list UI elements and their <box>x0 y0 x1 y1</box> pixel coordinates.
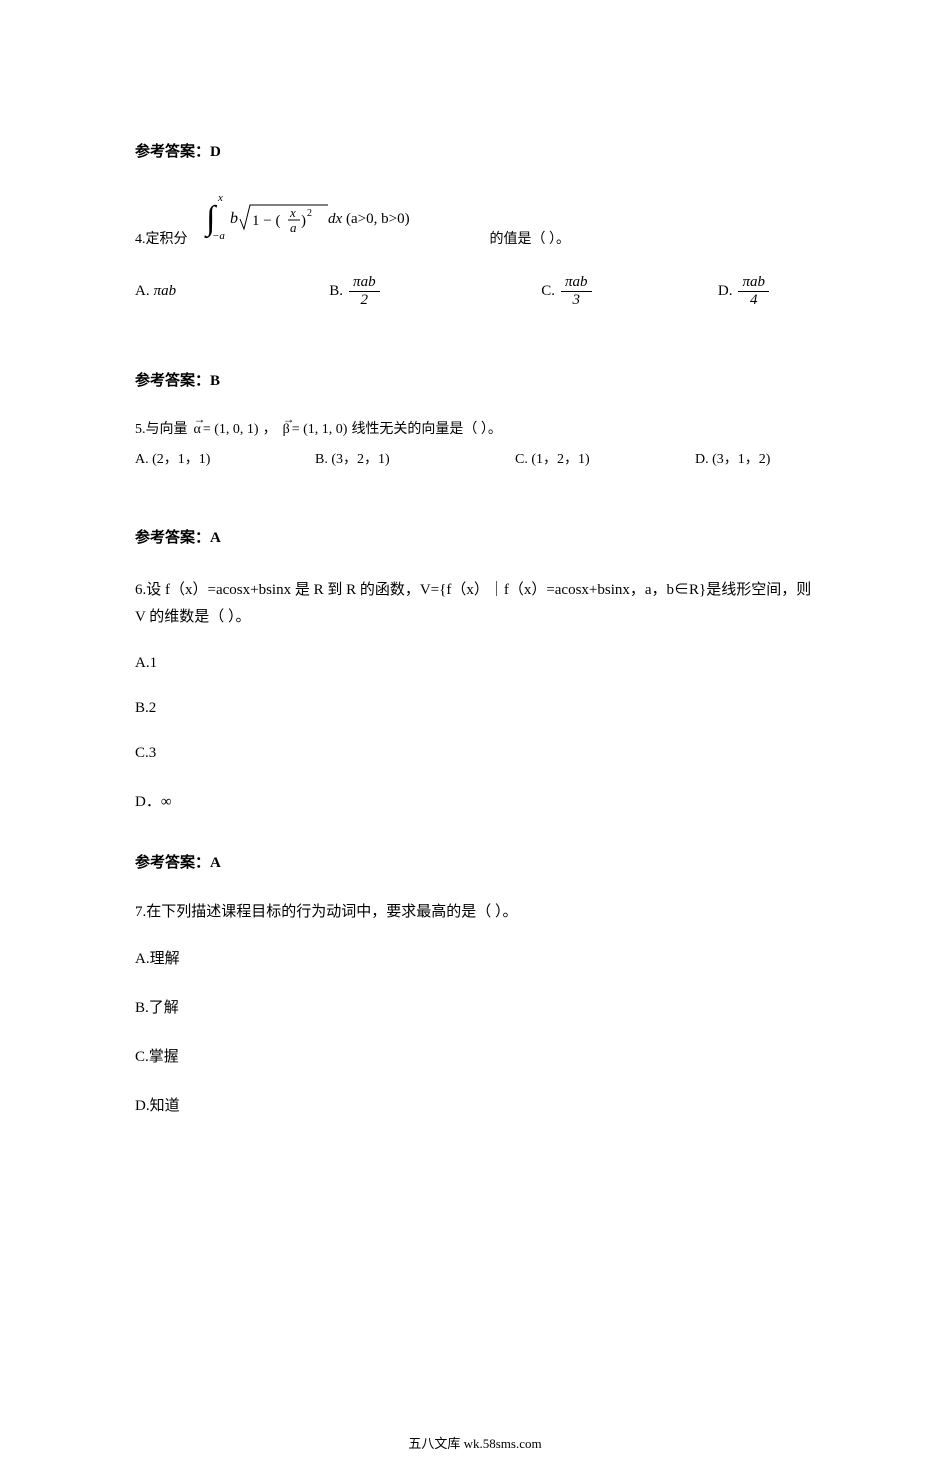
q4-opt-b: B. πab 2 <box>329 274 541 309</box>
q5-opt-b: B. (3，2，1) <box>315 448 515 468</box>
q5-opt-d: D. (3，1，2) <box>695 448 815 468</box>
svg-text:2: 2 <box>307 208 312 219</box>
q4-d-den: 4 <box>746 292 762 309</box>
q4-opt-d: D. πab 4 <box>718 274 815 309</box>
q5-opt-a: A. (2，1，1) <box>135 448 315 468</box>
q4-b-den: 2 <box>357 292 373 309</box>
answer-3: 参考答案：D <box>135 140 815 161</box>
q7-opt-b: B.了解 <box>135 996 815 1017</box>
integral-expression: ∫ x −a b 1 − ( x a ) 2 dx (a>0, b>0) <box>194 189 454 248</box>
svg-text:b: b <box>230 210 238 227</box>
q4-c-den: 3 <box>569 292 585 309</box>
beta-vector: → β <box>283 422 290 438</box>
alpha-vector: → α <box>194 422 201 438</box>
q4-suffix: 的值是（ ）。 <box>490 228 571 248</box>
q5-options: A. (2，1，1) B. (3，2，1) C. (1，2，1) D. (3，1… <box>135 448 815 468</box>
int-upper: x <box>217 192 223 204</box>
q6-opt-c: C.3 <box>135 745 815 762</box>
q5-prefix: 5.与向量 <box>135 418 188 438</box>
answer-prefix: 参考答案： <box>135 144 210 160</box>
answer-value: D <box>210 144 221 160</box>
q7-opt-a: A.理解 <box>135 947 815 968</box>
question-5: 5.与向量 → α = (1, 0, 1) ， → β = (1, 1, 0) … <box>135 418 815 438</box>
q4-options: A. πab B. πab 2 C. πab 3 D. πab 4 <box>135 274 815 309</box>
q5-suffix: 线性无关的向量是（ ）。 <box>351 418 502 438</box>
int-lower: −a <box>212 230 225 242</box>
q4-prefix: 4.定积分 <box>135 228 188 248</box>
svg-text:a: a <box>290 220 297 235</box>
q6-opt-a: A.1 <box>135 655 815 672</box>
question-6: 6.设 f（x）=acosx+bsinx 是 R 到 R 的函数，V={f（x）… <box>135 577 815 631</box>
q6-opt-b: B.2 <box>135 700 815 717</box>
svg-text:(a>0, b>0): (a>0, b>0) <box>346 211 410 227</box>
answer-5: 参考答案：A <box>135 526 815 547</box>
question-7: 7.在下列描述课程目标的行为动词中，要求最高的是（ ）。 <box>135 900 815 921</box>
q7-opt-c: C.掌握 <box>135 1045 815 1066</box>
q4-c-num: πab <box>561 274 592 292</box>
svg-text:dx: dx <box>328 211 343 227</box>
q4-b-num: πab <box>349 274 380 292</box>
q5-opt-c: C. (1，2，1) <box>515 448 695 468</box>
q7-opt-d: D.知道 <box>135 1094 815 1115</box>
question-4: 4.定积分 ∫ x −a b 1 − ( x a ) 2 dx (a>0, b>… <box>135 189 815 248</box>
q4-opt-a: A. πab <box>135 283 329 300</box>
svg-text:): ) <box>301 213 306 229</box>
alpha-eq: = (1, 0, 1) <box>203 422 259 438</box>
beta-eq: = (1, 1, 0) <box>292 422 348 438</box>
page-footer: 五八文库 wk.58sms.com <box>0 1433 950 1452</box>
svg-text:x: x <box>289 205 296 220</box>
answer-6: 参考答案：A <box>135 851 815 872</box>
answer-4: 参考答案：B <box>135 369 815 390</box>
svg-text:1 − (: 1 − ( <box>252 213 280 229</box>
q4-a-val: πab <box>154 283 177 300</box>
q6-opt-d: D．∞ <box>135 790 815 811</box>
q4-opt-c: C. πab 3 <box>541 274 718 309</box>
q4-d-num: πab <box>738 274 769 292</box>
